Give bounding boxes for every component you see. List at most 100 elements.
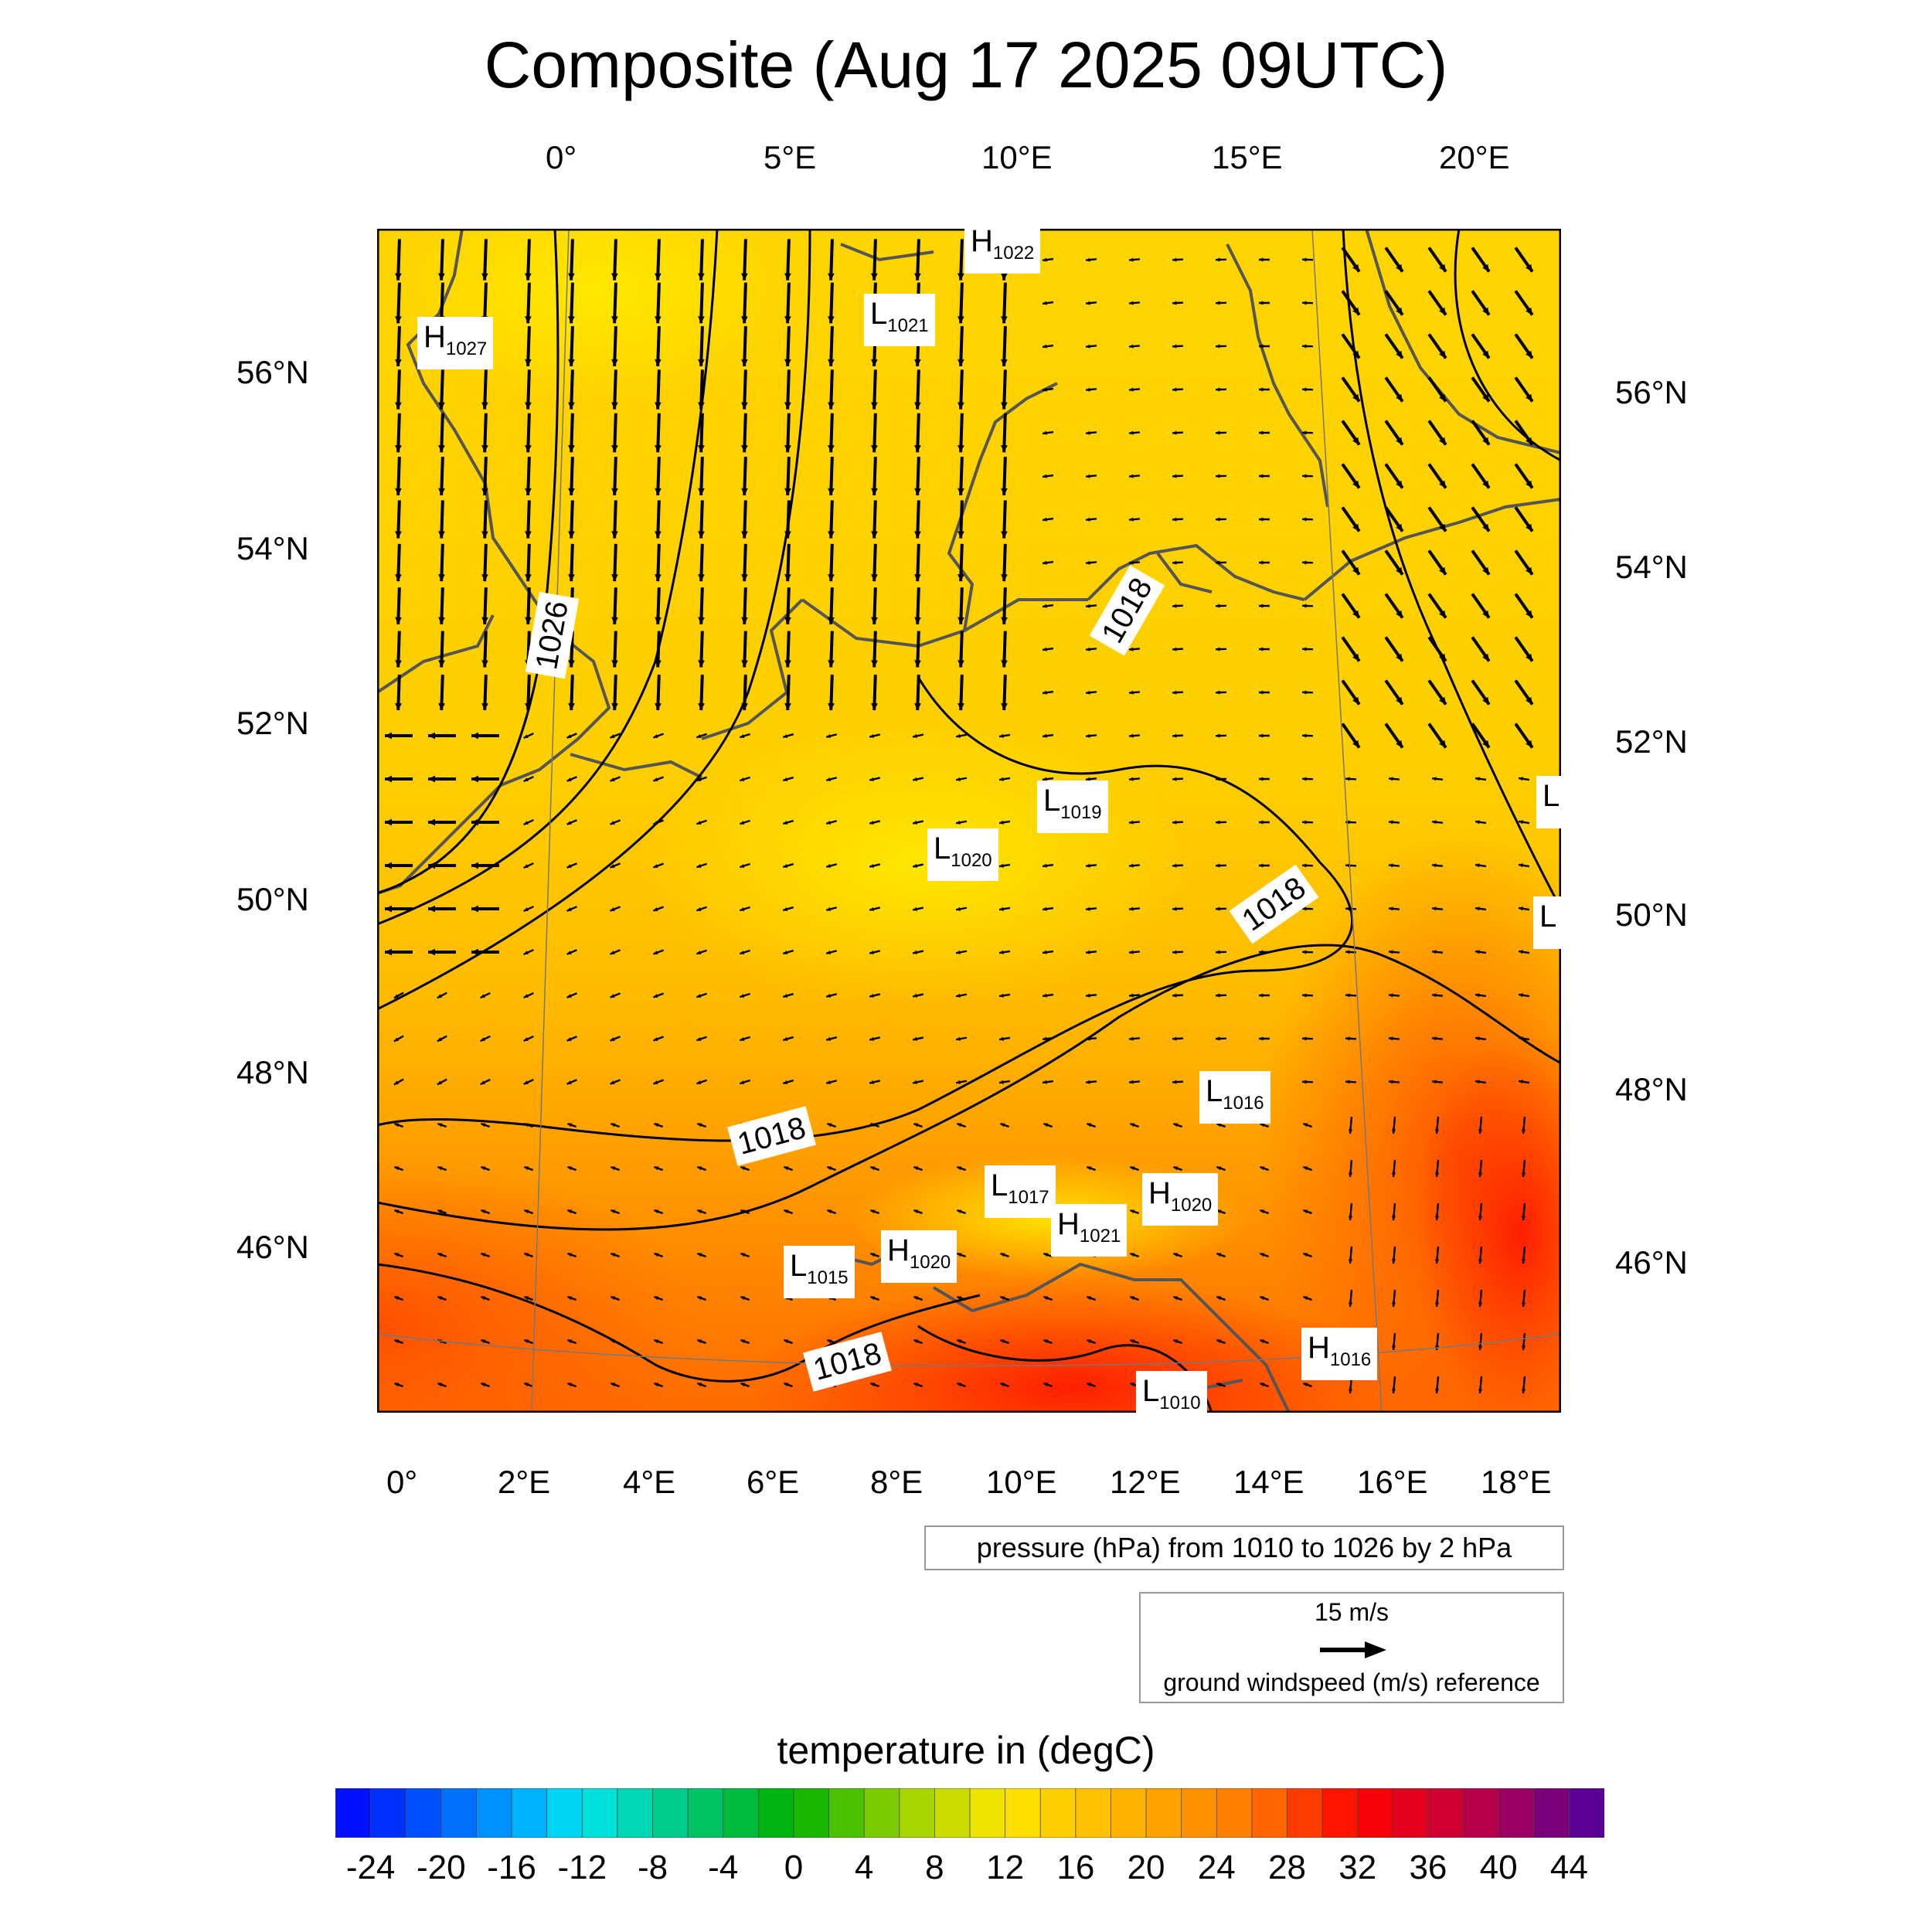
wind-arrow-head — [1348, 1216, 1353, 1220]
wind-arrow-head — [428, 862, 436, 869]
wind-arrow-head — [1216, 820, 1220, 825]
wind-arrow-head — [568, 531, 575, 539]
wind-arrow-head — [698, 359, 705, 366]
wind-arrow-head — [1043, 560, 1047, 565]
wind-arrow-head — [1519, 993, 1523, 998]
wind-arrow-head — [1482, 523, 1489, 532]
wind-arrow-head — [696, 994, 702, 998]
wind-arrow-head — [957, 531, 964, 539]
wind-arrow-head — [870, 1253, 876, 1257]
wind-arrow-head — [1043, 1123, 1049, 1128]
wind-arrow-head — [826, 950, 832, 954]
wind-arrow-head — [1087, 1166, 1092, 1171]
wind-arrow-head — [828, 617, 835, 624]
wind-arrow-head — [655, 359, 662, 366]
wind-arrow-head — [481, 531, 488, 539]
wind-arrow-head — [1303, 1209, 1308, 1214]
wind-arrow-head — [428, 905, 436, 913]
wind-arrow-head — [957, 402, 964, 410]
colorbar-swatch — [1287, 1788, 1324, 1838]
wind-arrow-head — [437, 994, 442, 998]
wind-arrow-head — [394, 1209, 400, 1214]
wind-arrow-head — [828, 531, 835, 539]
pressure-center-low: L — [1536, 776, 1566, 828]
wind-arrow-head — [1521, 1216, 1526, 1220]
wind-arrow-head — [740, 733, 745, 738]
wind-arrow-head — [1172, 387, 1177, 392]
bottom-lon-label: 14°E — [1233, 1464, 1304, 1500]
colorbar-swatch — [511, 1788, 548, 1838]
wind-arrow-head — [1043, 1296, 1049, 1301]
wind-arrow-head — [1302, 906, 1307, 911]
wind-arrow-head — [1129, 344, 1134, 349]
wind-arrow-head — [1001, 445, 1008, 453]
wind-arrow-head — [654, 1209, 659, 1214]
colorbar-swatch — [793, 1788, 830, 1838]
wind-arrow-head — [1129, 993, 1134, 998]
wind-arrow-head — [525, 488, 532, 495]
wind-arrow-head — [653, 864, 658, 869]
left-lat-label: 54°N — [236, 530, 309, 566]
wind-arrow-head — [471, 818, 479, 826]
wind-arrow-head — [395, 488, 402, 495]
wind-reference-arrow-icon — [1320, 1641, 1386, 1658]
wind-arrow-head — [1130, 1209, 1135, 1214]
wind-arrow-head — [1000, 1383, 1005, 1387]
wind-arrow-head — [1216, 560, 1220, 565]
wind-arrow-head — [956, 906, 961, 911]
wind-arrow-head — [1475, 1036, 1480, 1041]
wind-arrow-head — [1389, 1080, 1393, 1084]
top-lon-label: 15°E — [1212, 139, 1283, 175]
wind-arrow-head — [525, 273, 532, 281]
warm-region-west — [377, 1156, 702, 1413]
wind-arrow-head — [568, 702, 575, 711]
wind-arrow-head — [1043, 517, 1047, 522]
wind-arrow-head — [741, 488, 748, 495]
wind-arrow-head — [524, 1339, 529, 1344]
wind-arrow-head — [1087, 1123, 1092, 1128]
wind-arrow-head — [1352, 653, 1359, 662]
wind-arrow-head — [611, 574, 618, 582]
wind-arrow-head — [696, 821, 702, 825]
left-lat-label: 46°N — [236, 1229, 309, 1265]
wind-arrow-head — [471, 948, 479, 956]
wind-arrow-head — [525, 359, 532, 366]
wind-arrow-head — [1129, 474, 1134, 478]
wind-arrow-head — [438, 273, 445, 281]
wind-arrow-head — [957, 445, 964, 453]
wind-arrow-head — [913, 777, 917, 781]
wind-arrow-head — [523, 821, 529, 825]
wind-arrow-head — [655, 660, 662, 668]
wind-arrow-head — [1086, 474, 1090, 478]
wind-arrow-head — [1259, 647, 1264, 651]
pressure-center-low: L1019 — [1037, 781, 1108, 833]
wind-arrow-head — [1129, 517, 1134, 522]
colorbar-tick-label: -8 — [637, 1849, 668, 1886]
wind-arrow-head — [1389, 993, 1393, 998]
wind-arrow-head — [698, 660, 705, 668]
wind-arrow-head — [1439, 653, 1446, 662]
wind-arrow-head — [957, 660, 964, 668]
wind-arrow-head — [1086, 560, 1090, 565]
wind-arrow-head — [784, 1166, 789, 1171]
wind-arrow-head — [696, 777, 702, 781]
wind-arrow-head — [610, 907, 615, 912]
wind-arrow-head — [1519, 1080, 1523, 1084]
wind-arrow-head — [741, 574, 748, 582]
wind-arrow-head — [524, 1253, 529, 1257]
wind-arrow-head — [567, 1123, 573, 1128]
wind-arrow-head — [827, 1339, 832, 1344]
wind-arrow-head — [1216, 1253, 1222, 1257]
wind-arrow-head — [957, 574, 964, 582]
wind-arrow-head — [1000, 1296, 1005, 1301]
colorbar-title: temperature in (degC) — [777, 1729, 1155, 1772]
pressure-center-low: L1015 — [784, 1246, 855, 1298]
wind-arrow-head — [1216, 1296, 1222, 1301]
wind-arrow-head — [1302, 430, 1307, 435]
wind-arrow-head — [1216, 517, 1220, 522]
wind-arrow-head — [1129, 257, 1134, 262]
wind-arrow-head — [611, 1253, 616, 1257]
wind-arrow-head — [1259, 517, 1264, 522]
wind-arrow-head — [957, 1296, 962, 1301]
wind-arrow-head — [523, 1037, 529, 1042]
